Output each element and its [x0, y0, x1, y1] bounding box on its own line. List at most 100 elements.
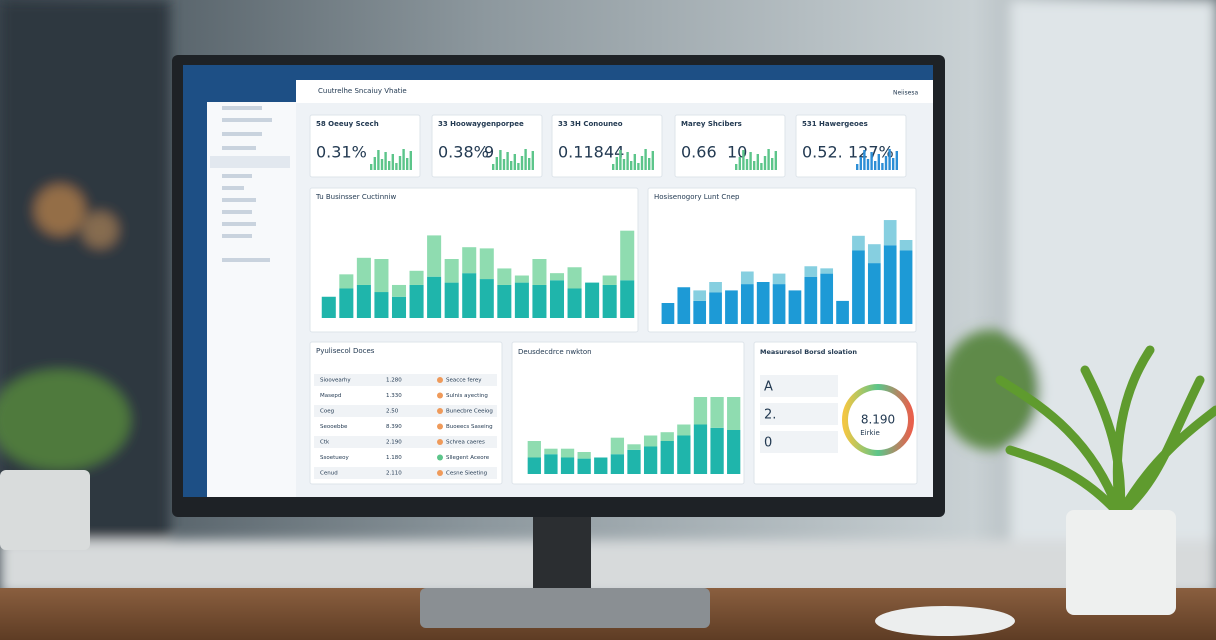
- bar-lower: [627, 449, 641, 474]
- bar-upper: [444, 259, 459, 283]
- bar-upper: [660, 432, 674, 441]
- bar-lower: [677, 287, 691, 324]
- bar-lower: [804, 276, 818, 324]
- sparkbar: [881, 163, 884, 170]
- bar-upper: [740, 271, 754, 285]
- table-row: [314, 436, 497, 448]
- bar-upper: [643, 435, 658, 447]
- bar-lower: [594, 457, 608, 474]
- bar-lower: [409, 284, 424, 318]
- sparkbar: [517, 163, 520, 170]
- sparkbar: [863, 150, 866, 170]
- table-row: [314, 451, 497, 464]
- bar-upper: [544, 448, 558, 455]
- kpi-title: 531 Hawergeoes: [802, 120, 868, 128]
- bar-lower: [709, 292, 722, 324]
- sparkbar: [870, 152, 873, 170]
- icon-sidebar: [183, 80, 207, 497]
- left-pot: [0, 470, 90, 550]
- bar-lower: [725, 290, 738, 324]
- bar-upper: [602, 275, 617, 285]
- sparkbar: [749, 152, 752, 170]
- kpi-value: 0.52.: [802, 143, 843, 162]
- bar-lower: [756, 282, 770, 324]
- sparkbar: [373, 157, 376, 170]
- sparkbar: [510, 161, 513, 170]
- sparkbar: [640, 156, 644, 170]
- bar-upper: [409, 270, 424, 285]
- sparkbar: [774, 151, 777, 170]
- nav-items: [210, 106, 290, 262]
- sparkbar: [502, 159, 506, 170]
- status-dot: [437, 408, 443, 414]
- bar-lower: [899, 250, 913, 324]
- bar-upper: [374, 259, 389, 293]
- bar-upper: [560, 448, 575, 458]
- bar-upper: [620, 230, 635, 281]
- bar-lower: [585, 282, 600, 318]
- sparkbar: [771, 158, 774, 170]
- table-row: [314, 374, 497, 386]
- cell-name: Ssoetueoy: [320, 455, 349, 461]
- sparkbar: [760, 163, 763, 170]
- bar-lower: [693, 300, 707, 324]
- bar-lower: [374, 292, 389, 318]
- bar-lower: [321, 296, 336, 318]
- bar-lower: [660, 441, 674, 474]
- bar-upper: [627, 444, 641, 450]
- bar-lower: [883, 245, 897, 324]
- cell-name: Coeg: [320, 409, 334, 415]
- sparkbar: [735, 164, 738, 170]
- sparkbar: [384, 152, 387, 170]
- cell-status: Buoeecs Saseing: [446, 424, 493, 430]
- cell-value: 1.280: [386, 378, 402, 384]
- sparkbar: [388, 161, 391, 170]
- gauge-value: 8.190: [861, 413, 895, 427]
- status-dot: [437, 423, 443, 430]
- sparkbar: [612, 164, 615, 170]
- sparkbar: [874, 161, 877, 170]
- bar-lower: [532, 284, 547, 318]
- bar-lower: [549, 280, 565, 318]
- cell-name: Seooebbe: [320, 424, 348, 430]
- sparkbar: [630, 161, 633, 170]
- bar-lower: [772, 284, 786, 324]
- sparkbar: [513, 154, 516, 170]
- sparkbar: [644, 149, 647, 170]
- bar-lower: [567, 288, 582, 318]
- table-row: [314, 389, 497, 402]
- sparkbar: [619, 150, 622, 170]
- sparkbar: [756, 154, 759, 170]
- sparkbar: [495, 157, 498, 170]
- bar-upper: [577, 452, 591, 459]
- bar-upper: [710, 397, 724, 428]
- sparkbar: [402, 149, 405, 170]
- sparkbar: [888, 149, 891, 170]
- bar-upper: [804, 266, 818, 277]
- panel-title: Pyulisecol Doces: [316, 347, 375, 355]
- sparkbar: [745, 159, 749, 170]
- bar-upper: [727, 397, 741, 430]
- header-title: Cuutrelhe Sncaiuy Vhatie: [318, 87, 407, 95]
- kpi-value: 0.38%: [438, 143, 489, 162]
- panel-title: Measuresol Borsd sloation: [760, 348, 857, 356]
- cell-status: Schrea caeres: [446, 440, 485, 446]
- status-dot: [437, 392, 443, 399]
- bar-lower: [427, 276, 442, 318]
- sparkbar: [763, 156, 767, 170]
- panel-title: Deusdecdrce nwkton: [518, 348, 592, 356]
- bar-upper: [693, 290, 707, 301]
- bar-lower: [867, 263, 881, 324]
- kpi-value: 0.66: [681, 143, 717, 162]
- bar-lower: [602, 284, 617, 318]
- cell-status: Sulnis ayecting: [446, 393, 488, 399]
- bar-lower: [610, 454, 625, 474]
- bar-lower: [643, 446, 658, 474]
- sparkbar: [877, 154, 880, 170]
- cell-status: Sllegent Aceore: [446, 455, 490, 461]
- sparkbar: [637, 163, 640, 170]
- gauge-caption: Eirkie: [860, 429, 880, 437]
- kpi-title: Marey Shcibers: [681, 120, 742, 128]
- bar-upper: [356, 257, 371, 285]
